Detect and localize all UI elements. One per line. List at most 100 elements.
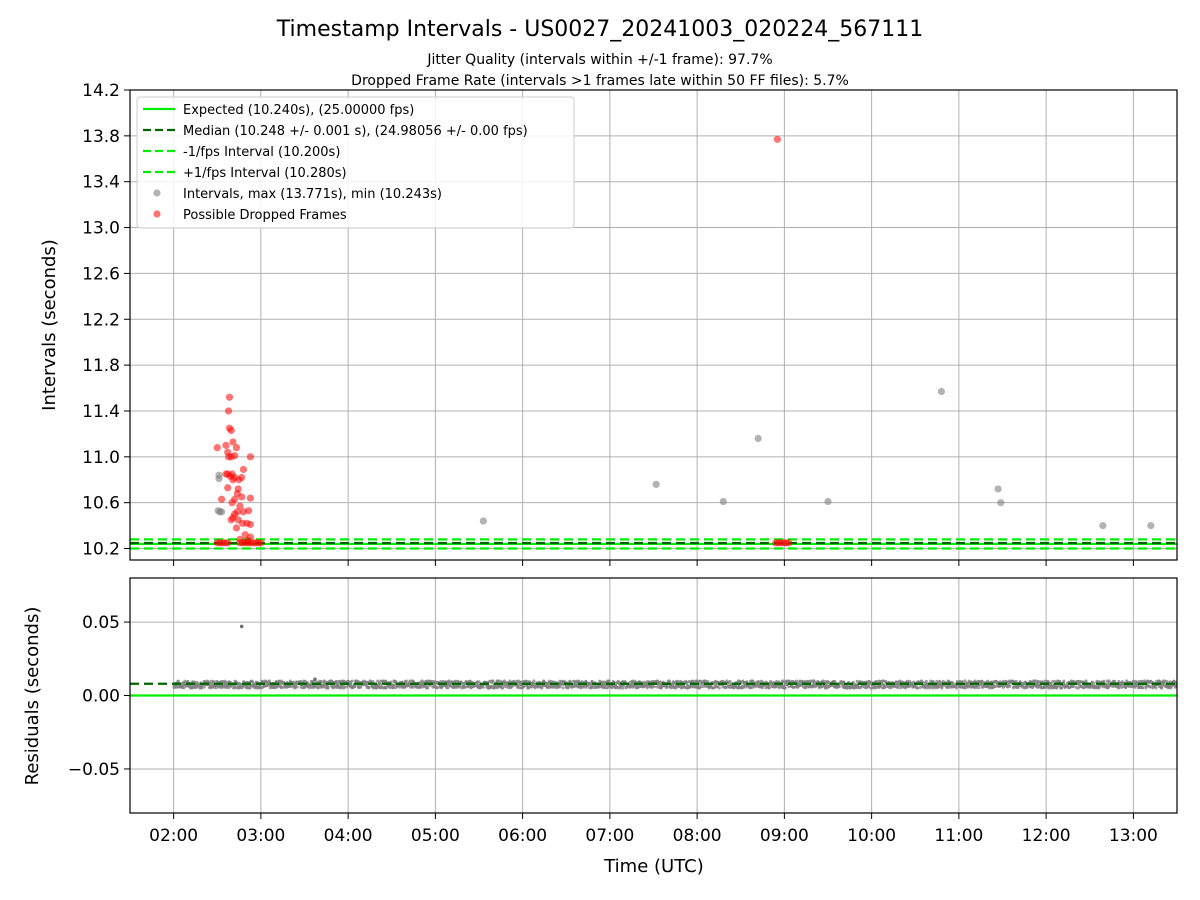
x-tick-label: 05:00 [411,826,460,846]
residual-outlier [313,677,317,682]
residual-point [526,685,530,689]
interval-point [719,497,727,506]
dropped-frame-point [257,539,265,547]
residual-point [516,684,520,688]
residual-point [961,680,965,684]
residual-point [916,686,920,690]
residual-point [717,686,721,690]
dropped-frame-point [229,476,237,484]
x-tick-label: 12:00 [1022,826,1071,846]
residual-point [347,680,351,684]
residual-point [350,679,354,683]
dropped-frame-point [245,507,253,515]
residual-point [767,686,771,690]
dropped-frame-point [238,473,246,482]
residual-point [1165,680,1169,684]
dropped-frame-point [773,135,781,143]
residual-point [1011,686,1015,690]
dropped-frame-point [229,438,237,446]
residual-point [439,679,443,683]
dropped-frame-point [224,539,232,547]
residual-point [477,680,481,684]
x-tick-label: 09:00 [760,826,809,846]
top-y-tick-label: 12.2 [82,310,120,330]
residual-point [712,682,716,686]
residual-point [787,685,791,689]
residual-point [751,679,755,683]
residual-point [435,686,439,690]
residual-point [561,686,565,690]
residual-point [706,680,710,684]
top-y-tick-label: 13.4 [82,173,120,193]
dropped-frame-point [239,465,248,474]
residual-point [376,679,380,683]
dropped-frame-point [222,441,230,449]
top-y-tick-label: 11.0 [82,448,120,468]
residual-point [1113,679,1117,683]
residual-point [338,679,342,683]
x-axis-label: Time (UTC) [603,856,704,877]
residual-point [781,679,785,683]
residual-point [1107,679,1111,683]
dropped-frame-point [227,426,235,435]
interval-point [937,387,946,396]
x-tick-label: 02:00 [149,826,198,846]
residual-point [1072,684,1076,688]
residual-point [896,686,900,690]
residual-point [977,686,981,690]
residual-point [833,679,837,683]
residual-point [1055,684,1059,688]
interval-point [479,517,487,525]
interval-point [824,497,832,506]
dropped-frame-point [228,499,236,507]
x-tick-label: 07:00 [585,826,634,846]
dropped-frame-point [218,495,226,503]
residual-point [250,680,254,684]
dropped-frame-point [246,520,255,529]
residual-point [182,686,186,690]
dropped-frame-point [227,516,235,524]
residual-point [1060,686,1064,690]
residual-point [519,680,523,684]
interval-point [1099,522,1107,530]
residual-point [527,680,531,684]
top-y-tick-label: 13.0 [82,219,120,239]
residual-point [403,685,407,689]
top-y-tick-label: 14.2 [82,81,120,101]
residual-point [881,679,885,683]
legend-entry: Possible Dropped Frames [183,208,347,223]
residual-point [1062,679,1066,683]
residual-point [200,686,204,690]
dropped-frame-point [224,407,233,415]
top-y-tick-label: 10.2 [82,540,120,560]
dropped-frame-point [238,493,246,501]
residual-point [1142,679,1146,683]
dropped-frame-point [785,539,793,547]
residual-point [404,679,408,683]
residual-point [394,680,398,684]
residual-point [899,686,903,690]
residual-point [883,679,887,683]
dropped-frame-point [232,444,241,452]
residual-point [392,685,396,689]
residual-point [202,685,206,689]
residual-point [955,686,959,690]
residual-point [1051,679,1055,683]
interval-point [994,485,1002,493]
x-tick-label: 08:00 [673,826,722,846]
residual-point [501,686,505,690]
bottom-y-tick-label: 0.05 [82,613,120,633]
dropped-frame-point [225,393,234,401]
interval-point [218,508,226,516]
residual-point [1053,679,1057,683]
interval-point [997,499,1005,507]
residual-outlier [239,624,244,629]
chart-subtitle-jitter: Jitter Quality (intervals within +/-1 fr… [426,52,772,68]
residual-point [668,679,672,683]
chart-subtitle-dropped: Dropped Frame Rate (intervals >1 frames … [351,73,849,89]
x-tick-label: 11:00 [934,826,983,846]
residual-point [811,685,815,689]
residual-point [481,685,485,689]
residual-point [1148,685,1152,689]
